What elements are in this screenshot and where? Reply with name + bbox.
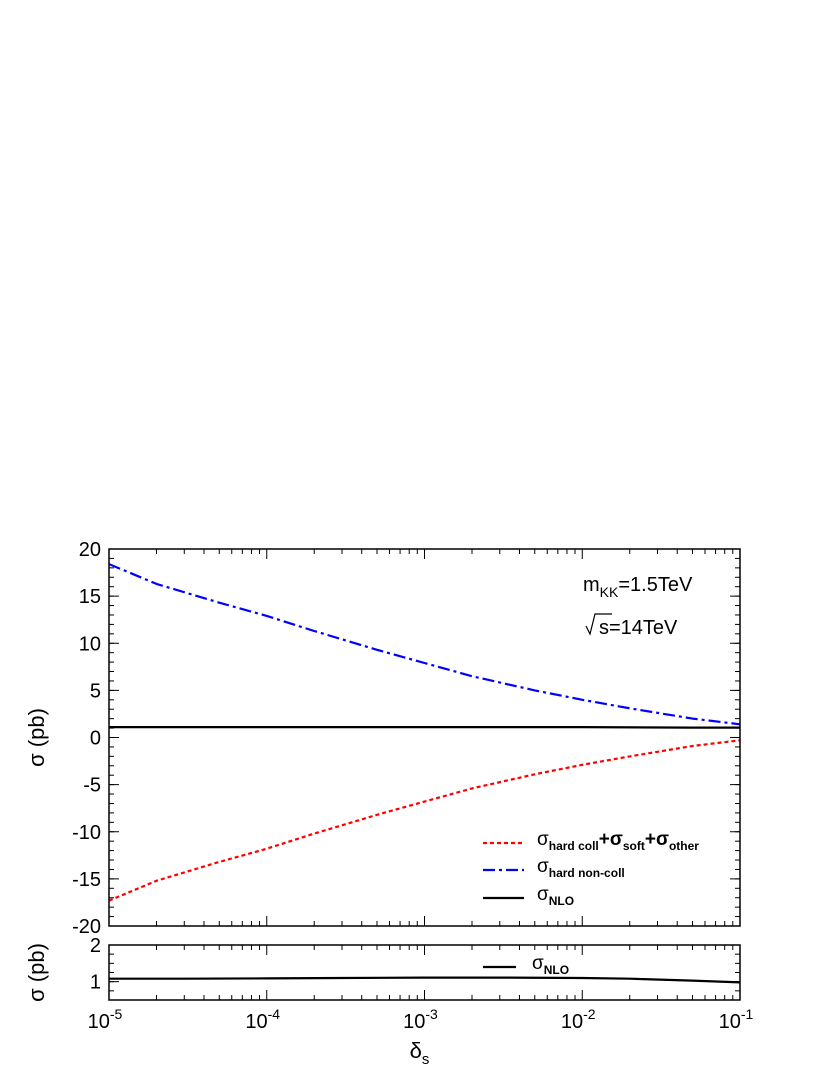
mass-annotation-base: m [583, 574, 600, 596]
legend-sigma: σ [532, 953, 544, 974]
bottom-ytick-label: 2 [90, 935, 101, 957]
energy-annotation-base: s [599, 617, 609, 639]
top-series-hard [109, 563, 740, 726]
x-tick-exponent: -4 [268, 1006, 281, 1022]
mass-annotation: mKK=1.5TeV [583, 574, 693, 600]
top-series-nlo [109, 726, 740, 729]
legend-sub: hard non-coll [549, 866, 625, 880]
legend-entry-hard: σhard non-coll [537, 856, 625, 880]
top-ytick-label: -10 [72, 822, 101, 844]
x-tick-label: 10-4 [245, 1006, 280, 1033]
legend-entry-nlo: σNLO [537, 884, 574, 908]
top-ytick-label: -5 [83, 775, 101, 797]
top-ytick-label: -20 [72, 916, 101, 938]
x-tick-label: 10-2 [561, 1006, 596, 1033]
x-axis-label: δs [410, 1038, 430, 1068]
energy-annotation: s=14TeV [599, 617, 678, 639]
x-tick-base: 10 [245, 1011, 267, 1033]
legend-sub: other [669, 839, 699, 853]
legend-sub: hard coll [549, 839, 599, 853]
legend-plus: +σ [645, 829, 669, 850]
x-tick-base: 10 [88, 1011, 110, 1033]
bottom-y-axis-label: σ (pb) [24, 943, 49, 1002]
x-axis-label-sub: s [422, 1051, 430, 1068]
bottom-ytick-label: 1 [90, 972, 101, 994]
top-line-nlo [109, 726, 740, 729]
top-ytick-label: 10 [79, 633, 101, 655]
top-ytick-label: 5 [90, 680, 101, 702]
top-ytick-label: -15 [72, 869, 101, 891]
x-tick-label: 10-5 [88, 1006, 123, 1033]
x-axis-label-base: δ [410, 1038, 422, 1063]
x-tick-base: 10 [561, 1011, 583, 1033]
x-tick-exponent: -1 [741, 1006, 754, 1022]
mass-annotation-sub: KK [600, 584, 619, 600]
top-ytick-label: 15 [79, 586, 101, 608]
x-tick-exponent: -2 [583, 1006, 596, 1022]
x-tick-exponent: -5 [110, 1006, 123, 1022]
mass-annotation-value: =1.5TeV [618, 574, 693, 596]
legend-sub: soft [623, 839, 645, 853]
top-plot-frame [108, 548, 741, 927]
legend-sigma: σ [537, 856, 549, 877]
top-series-soft [109, 739, 740, 902]
sqrt-sign [585, 613, 612, 636]
top-line-soft [109, 739, 740, 902]
top-y-axis-label: σ (pb) [24, 708, 49, 767]
x-tick-base: 10 [719, 1011, 741, 1033]
x-tick-label: 10-3 [403, 1006, 438, 1033]
legend-sigma: σ [537, 829, 549, 850]
x-tick-exponent: -3 [425, 1006, 438, 1022]
legend-sub: NLO [549, 894, 574, 908]
legend-sub: NLO [544, 963, 569, 977]
legend-sigma: σ [537, 884, 549, 905]
bottom-series-nlo [109, 976, 740, 984]
top-ytick-label: 0 [90, 728, 101, 750]
bottom-legend-entry: σNLO [532, 953, 569, 977]
top-line-hard [109, 563, 740, 726]
legend-entry-soft: σhard coll+σsoft+σother [537, 829, 699, 853]
top-ytick-label: 20 [79, 539, 101, 561]
x-tick-label: 10-1 [719, 1006, 754, 1033]
bottom-line-nlo [109, 976, 740, 984]
x-tick-base: 10 [403, 1011, 425, 1033]
legend-plus: +σ [599, 829, 623, 850]
energy-annotation-value: =14TeV [609, 617, 678, 639]
